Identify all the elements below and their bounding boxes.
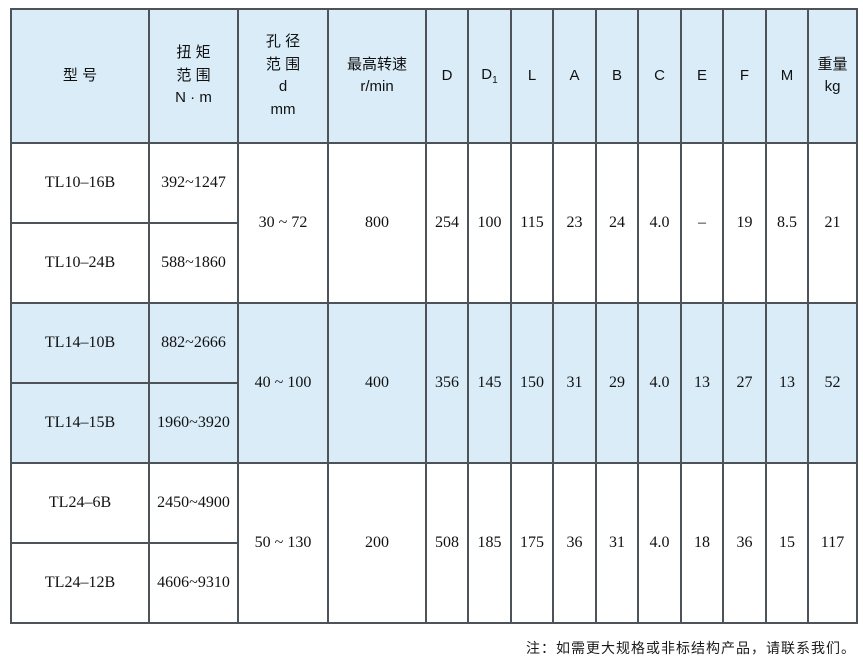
table-row: TL10–24B 588~1860 (10, 222, 857, 304)
dim-cell-D1: 185 (467, 462, 512, 624)
model-cell: TL24–12B (10, 542, 150, 624)
table-row: TL14–10B 882~2666 40 ~ 100 400 356 145 150 31 29… (10, 302, 858, 464)
torque-cell: 588~1860 (148, 222, 239, 304)
column-header-torque-range: 扭 矩范 围 N · m (148, 8, 239, 144)
torque-cell: 2450~4900 (148, 462, 239, 544)
dim-cell-D: 508 (425, 462, 469, 624)
column-header-D: D (425, 8, 469, 144)
header-label: 重量 (817, 55, 848, 73)
max-speed-cell: 400 (327, 302, 427, 464)
header-label: C (654, 66, 665, 84)
header-label: E (696, 66, 707, 84)
model-cell: TL10–16B (10, 142, 150, 224)
torque-cell: 1960~3920 (148, 382, 239, 464)
dim-cell-L: 115 (510, 142, 554, 304)
dim-cell-D1: 100 (467, 142, 512, 304)
header-subscript: 1 (492, 75, 498, 86)
header-label: 型 号 (62, 66, 98, 84)
header-label: B (611, 66, 622, 84)
dim-cell-E: 13 (680, 302, 724, 464)
column-header-F: F (722, 8, 767, 144)
dim-cell-A: 36 (552, 462, 597, 624)
column-header-A: A (552, 8, 597, 144)
dim-cell-weight: 117 (807, 462, 858, 624)
dim-cell-L: 175 (510, 462, 554, 624)
table-row: TL14–15B 1960~3920 (10, 382, 857, 464)
dim-cell-B: 31 (595, 462, 639, 624)
column-header-L: L (510, 8, 554, 144)
dim-cell-L: 150 (510, 302, 554, 464)
dim-cell-F: 36 (722, 462, 767, 624)
header-label: 孔 径 (265, 33, 301, 50)
bore-range-cell: 50 ~ 130 (237, 462, 329, 624)
dim-cell-D1: 145 (467, 302, 512, 464)
max-speed-cell: 800 (327, 142, 427, 304)
header-label: N · m (175, 89, 212, 107)
bore-range-cell: 30 ~ 72 (237, 142, 329, 304)
bore-range-cell: 40 ~ 100 (237, 302, 329, 464)
note-text: 注：如需更大规格或非标结构产品，请联系我们。 (526, 642, 856, 657)
dim-cell-E: 18 (680, 462, 724, 624)
torque-cell: 882~2666 (148, 302, 239, 384)
header-label: A (569, 66, 580, 84)
dim-cell-weight: 21 (807, 142, 858, 304)
header-label: 最高转速 (346, 55, 407, 73)
table-row: TL10–16B 392~1247 30 ~ 72 800 254 100 115 23 24 4… (10, 142, 858, 304)
header-label: r/min (360, 78, 394, 95)
dim-cell-D: 254 (425, 142, 469, 304)
model-cell: TL14–15B (10, 382, 150, 464)
column-header-D1: D1 (467, 8, 512, 144)
dim-cell-D: 356 (425, 302, 469, 464)
header-label: mm (270, 100, 296, 118)
header-label: D (481, 66, 493, 83)
column-header-bore-range: 孔 径范 围 d mm (237, 8, 329, 144)
dim-cell-weight: 52 (807, 302, 858, 464)
header-label: M (780, 66, 794, 84)
torque-cell: 392~1247 (148, 142, 239, 224)
table-row: TL24–6B 2450~4900 50 ~ 130 200 508 185 175 36 31… (10, 462, 858, 624)
model-cell: TL14–10B (10, 302, 150, 384)
dim-cell-A: 23 (552, 142, 597, 304)
header-label: F (739, 66, 750, 84)
header-label: d (278, 78, 288, 95)
dim-cell-M: 13 (765, 302, 809, 464)
header-label: 范 围 (265, 55, 301, 73)
column-header-model: 型 号 (10, 8, 150, 144)
dim-cell-A: 31 (552, 302, 597, 464)
header-label: 扭 矩 (176, 44, 211, 62)
column-header-weight: 重量 kg (807, 8, 858, 144)
column-header-B: B (595, 8, 639, 144)
model-cell: TL24–6B (10, 462, 150, 544)
max-speed-cell: 200 (327, 462, 427, 624)
table-row: TL24–12B 4606~9310 (10, 542, 857, 624)
dim-cell-F: 19 (722, 142, 767, 304)
dim-cell-B: 29 (595, 302, 639, 464)
header-label: L (527, 66, 537, 84)
dim-cell-C: 4.0 (637, 462, 682, 624)
dim-cell-C: 4.0 (637, 302, 682, 464)
torque-cell: 4606~9310 (148, 542, 239, 624)
column-header-max-speed: 最高转速 r/min (327, 8, 427, 144)
table-body: TL10–16B 392~1247 30 ~ 72 800 254 100 115 23 24 4… (10, 142, 858, 624)
header-label: 范 围 (176, 66, 211, 84)
dim-cell-C: 4.0 (637, 142, 682, 304)
column-header-M: M (765, 8, 809, 144)
header-label: kg (824, 78, 841, 95)
dim-cell-M: 8.5 (765, 142, 809, 304)
model-cell: TL10–24B (10, 222, 150, 304)
dim-cell-M: 15 (765, 462, 809, 624)
dim-cell-F: 27 (722, 302, 767, 464)
column-header-C: C (637, 8, 682, 144)
dim-cell-E: – (680, 142, 724, 304)
column-header-E: E (680, 8, 724, 144)
dim-cell-B: 24 (595, 142, 639, 304)
header-label: D (441, 66, 453, 84)
